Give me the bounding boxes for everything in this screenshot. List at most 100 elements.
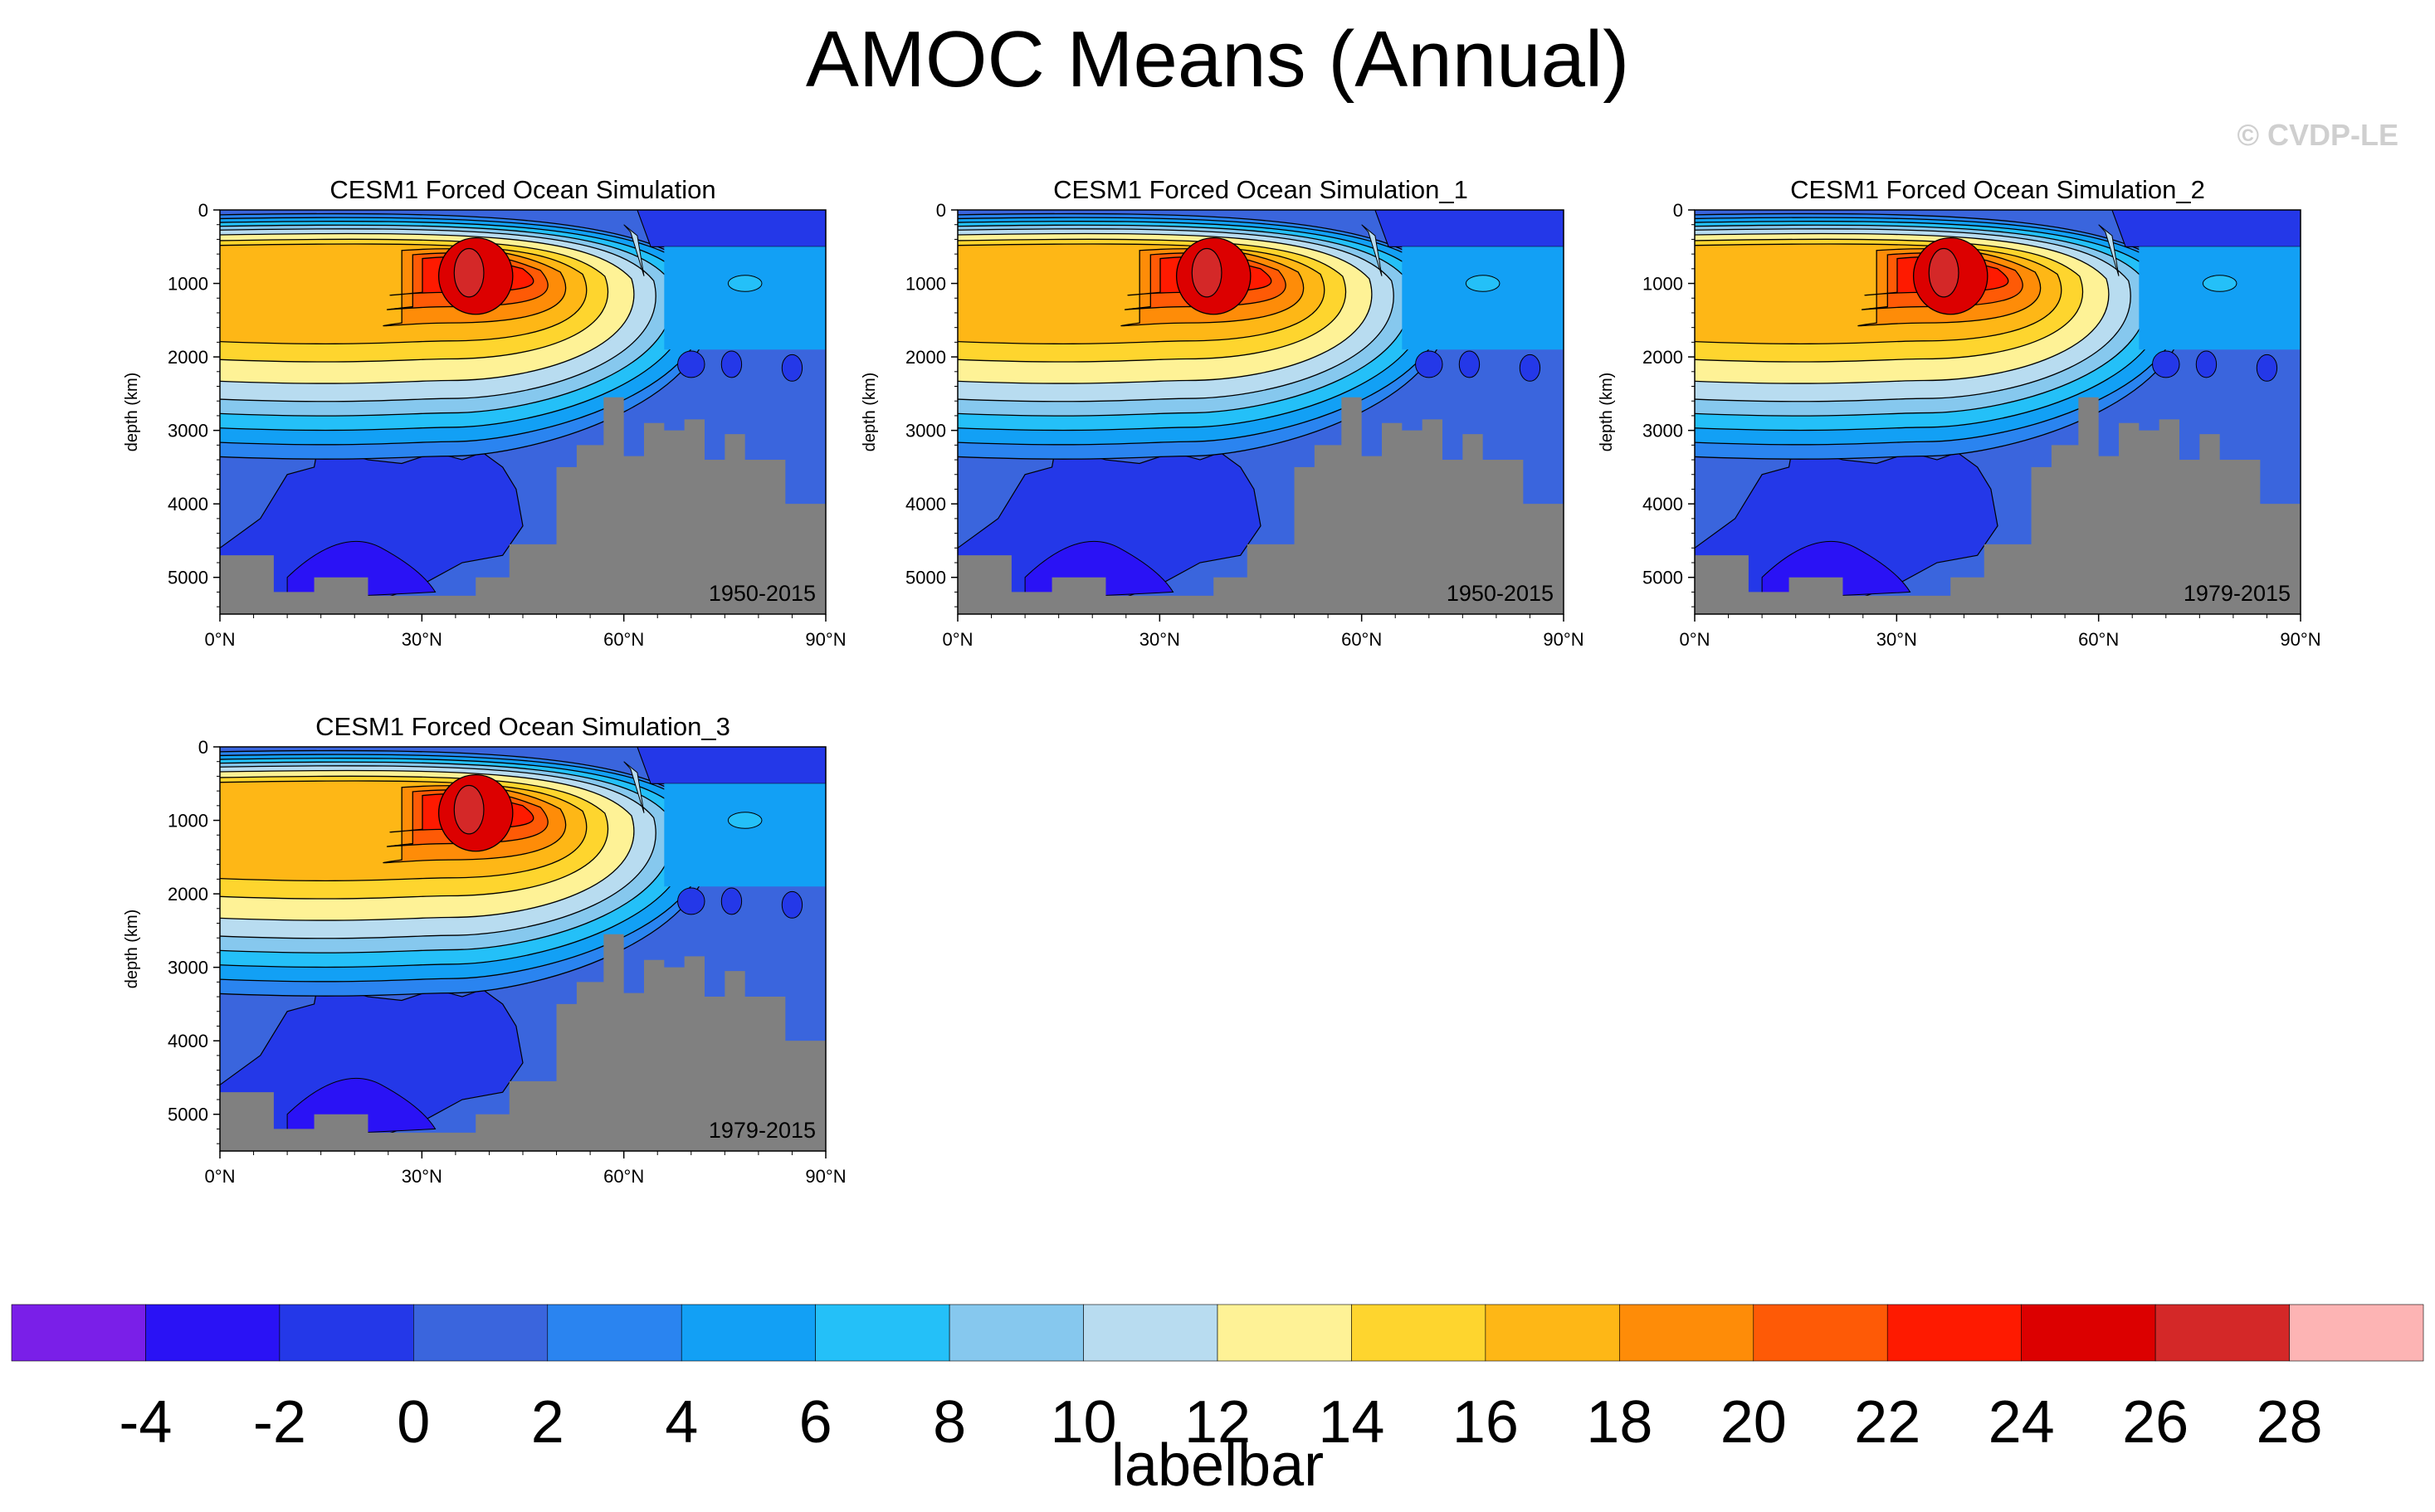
x-tick-label: 90°N [2280,629,2320,650]
bathymetry-mask [220,934,826,1151]
colorbar-swatch [1083,1304,1218,1362]
overturning-max [453,247,485,298]
watermark: © CVDP-LE [2237,118,2398,152]
y-tick-label: 3000 [168,421,208,441]
local-cell [623,224,645,276]
y-tick-label: 4000 [905,494,946,515]
colorbar-tick-label: -2 [253,1389,306,1456]
y-tick-label: 0 [1673,200,1683,221]
negative-cell [2152,350,2180,378]
x-tick-label: 0°N [205,1166,236,1187]
local-cell [623,761,645,813]
y-tick-label: 1000 [168,274,208,295]
y-tick-label: 2000 [905,347,946,368]
panel-title: CESM1 Forced Ocean Simulation_2 [1790,175,2205,204]
surface-cell [637,747,826,784]
colorbar-swatch [279,1304,414,1362]
bathymetry-mask [958,397,1564,614]
period-label: 1979-2015 [709,1118,816,1143]
y-axis-label: depth (km) [861,373,879,452]
x-tick-label: 0°N [205,629,236,650]
colorbar-swatch [1351,1304,1486,1362]
x-tick-label: 0°N [1680,629,1710,650]
colorbar-tick-label: 8 [933,1389,966,1456]
plot-area [1695,210,2301,614]
colorbar-tick-label: 22 [1854,1389,1920,1456]
colorbar-swatch [681,1304,816,1362]
y-tick-label: 0 [198,200,208,221]
negative-cell [781,354,803,382]
y-tick-label: 5000 [1642,568,1683,588]
x-tick-label: 90°N [805,629,846,650]
colorbar-swatch [1619,1304,1754,1362]
y-tick-label: 2000 [168,884,208,905]
overturning-max [453,784,485,835]
y-tick-label: 3000 [168,958,208,978]
overturning-max [1191,247,1222,298]
x-tick-label: 60°N [1341,629,1382,650]
negative-cell [2256,354,2278,382]
negative-cell [1415,350,1443,378]
colorbar-tick-label: 26 [2122,1389,2189,1456]
x-tick-label: 90°N [1543,629,1583,650]
period-label: 1950-2015 [709,581,816,606]
y-tick-label: 2000 [168,347,208,368]
colorbar-tick-label: 28 [2257,1389,2323,1456]
panel-title: CESM1 Forced Ocean Simulation_1 [1053,175,1468,204]
panel-title: CESM1 Forced Ocean Simulation_3 [315,712,730,741]
plot-area [220,747,826,1151]
bathymetry-mask [220,397,826,614]
colorbar-tick-label: 12 [1184,1389,1251,1456]
y-tick-label: 3000 [905,421,946,441]
negative-cell [677,887,705,915]
plot-area [958,210,1564,614]
surface-cell [637,210,826,247]
colorbar-swatch [413,1304,549,1362]
colorbar-tick-label: 18 [1586,1389,1652,1456]
colorbar-swatch [547,1304,682,1362]
colorbar-swatch [11,1304,146,1362]
y-axis-label: depth (km) [123,910,141,989]
colorbar-tick-label: 10 [1051,1389,1117,1456]
y-tick-label: 2000 [1642,347,1683,368]
panel-title: CESM1 Forced Ocean Simulation [329,175,715,204]
local-cell [727,812,763,829]
colorbar-swatch [2021,1304,2156,1362]
x-tick-label: 90°N [805,1166,846,1187]
colorbar-tick-label: 4 [665,1389,698,1456]
colorbar-tick-label: 14 [1318,1389,1384,1456]
y-tick-label: 1000 [168,811,208,832]
sinking-region [664,246,826,350]
y-tick-label: 1000 [1642,274,1683,295]
x-tick-label: 0°N [943,629,974,650]
colorbar-swatch [145,1304,281,1362]
period-label: 1950-2015 [1447,581,1554,606]
y-tick-label: 5000 [168,1105,208,1125]
colorbar-label: labelbar [1111,1432,1324,1499]
x-tick-label: 60°N [603,629,644,650]
sinking-region [2139,246,2301,350]
negative-cell [720,887,743,915]
y-tick-label: 3000 [1642,421,1683,441]
surface-cell [1374,210,1564,247]
negative-cell [1519,354,1541,382]
sinking-region [1402,246,1564,350]
period-label: 1979-2015 [2184,581,2291,606]
colorbar-swatch [949,1304,1084,1362]
colorbar-swatch [1217,1304,1352,1362]
y-axis-label: depth (km) [1598,373,1616,452]
local-cell [1465,275,1501,292]
figure-title: AMOC Means (Annual) [805,15,1630,104]
local-cell [1361,224,1383,276]
colorbar-swatch [815,1304,950,1362]
y-tick-label: 5000 [168,568,208,588]
colorbar-swatch [1753,1304,1888,1362]
negative-cell [677,350,705,378]
sinking-region [664,783,826,887]
colorbar-tick-label: 20 [1720,1389,1787,1456]
negative-cell [2195,350,2218,378]
y-tick-label: 4000 [168,1031,208,1051]
y-tick-label: 0 [936,200,946,221]
y-tick-label: 0 [198,737,208,758]
x-tick-label: 30°N [402,629,442,650]
